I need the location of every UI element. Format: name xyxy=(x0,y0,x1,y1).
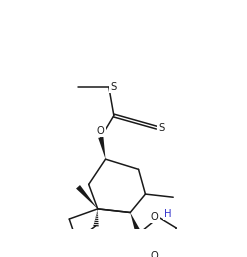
Text: O: O xyxy=(97,126,105,136)
Polygon shape xyxy=(130,213,142,235)
Text: O: O xyxy=(151,251,159,257)
Text: S: S xyxy=(110,82,116,93)
Text: H: H xyxy=(164,209,172,219)
Polygon shape xyxy=(76,185,98,209)
Text: O: O xyxy=(151,212,159,222)
Polygon shape xyxy=(98,137,105,159)
Text: S: S xyxy=(158,123,164,133)
